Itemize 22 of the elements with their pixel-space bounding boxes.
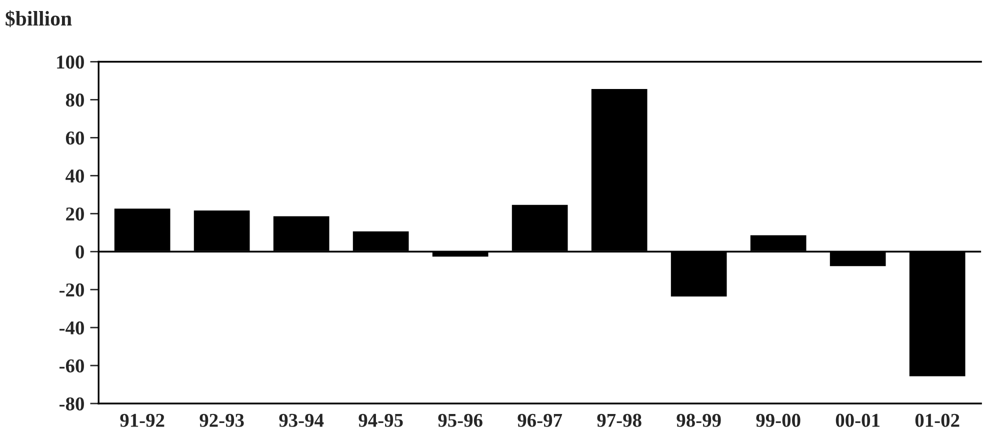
- y-tick-label: 100: [57, 56, 84, 69]
- y-tick-label: -60: [60, 359, 84, 372]
- y-tick-label: 60: [66, 132, 84, 145]
- y-tick-label: -80: [60, 397, 84, 410]
- x-tick-label: 92-93: [200, 414, 244, 427]
- x-tick-label: 96-97: [518, 414, 562, 427]
- y-tick-label: 20: [66, 207, 84, 221]
- x-tick-label: 98-99: [676, 414, 721, 427]
- x-tick-label: 00-01: [836, 414, 880, 427]
- y-tick-label: -20: [60, 283, 84, 297]
- x-tick-label: 91-92: [120, 414, 164, 427]
- y-tick-label: -40: [60, 321, 84, 335]
- y-tick-label: 0: [76, 245, 84, 259]
- x-tick-label: 97-98: [597, 414, 642, 427]
- x-tick-label: 93-94: [279, 414, 324, 427]
- x-tick-label: 94-95: [358, 414, 403, 427]
- y-tick-label: 80: [66, 94, 84, 107]
- x-tick-label: 99-00: [756, 414, 800, 427]
- x-tick-label: 95-96: [438, 414, 482, 427]
- y-tick-label: 40: [66, 169, 84, 183]
- x-tick-label: 01-02: [915, 414, 960, 427]
- y-axis-title: $billion: [6, 10, 72, 28]
